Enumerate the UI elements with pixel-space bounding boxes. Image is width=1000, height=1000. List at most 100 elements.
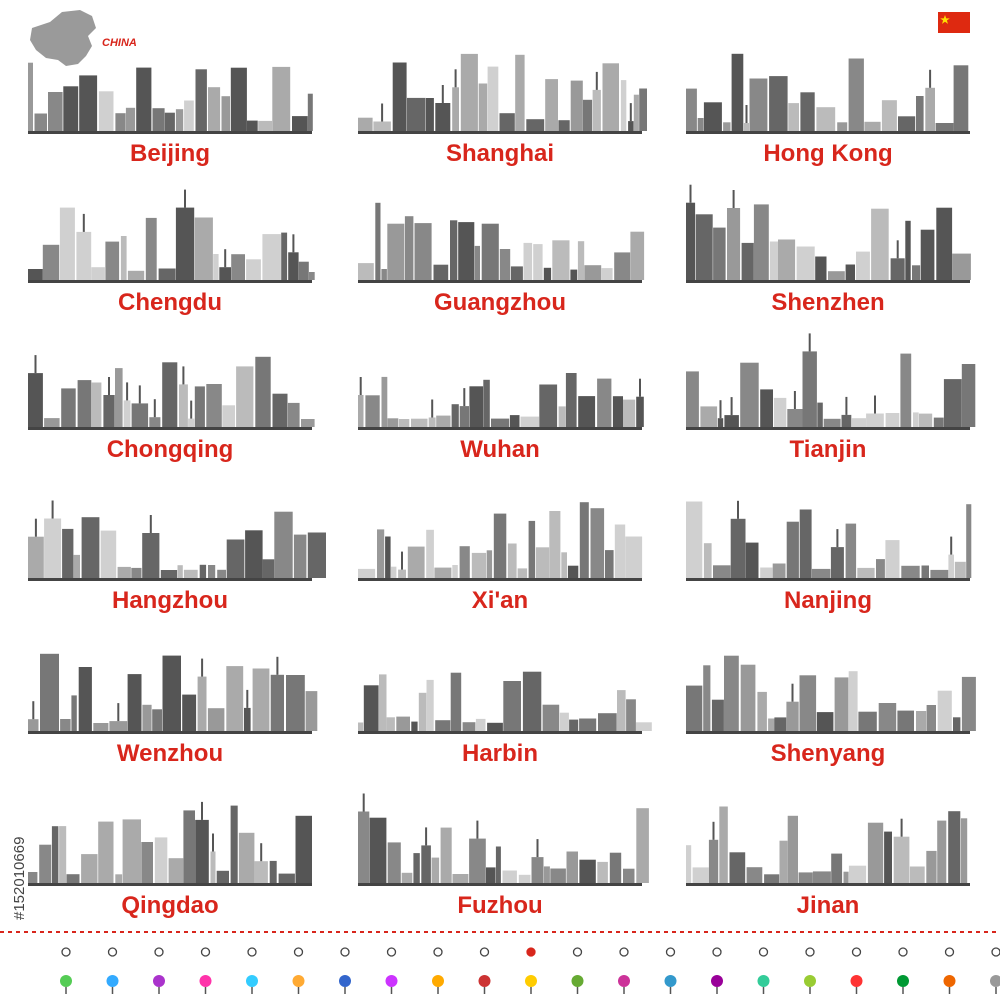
building bbox=[222, 405, 235, 427]
building bbox=[550, 868, 566, 883]
building bbox=[210, 851, 216, 883]
city-name: Qingdao bbox=[121, 892, 218, 919]
building bbox=[897, 710, 914, 731]
building bbox=[471, 552, 487, 578]
building bbox=[816, 712, 834, 731]
skyline bbox=[358, 671, 652, 734]
building bbox=[115, 368, 123, 427]
spire bbox=[34, 355, 37, 374]
country-label: CHINA bbox=[102, 37, 137, 49]
building bbox=[286, 675, 305, 731]
building bbox=[772, 563, 786, 578]
pin-head bbox=[106, 975, 119, 987]
building bbox=[937, 690, 952, 731]
building bbox=[164, 112, 175, 131]
building bbox=[719, 806, 728, 883]
icon bbox=[991, 947, 1000, 957]
building bbox=[713, 565, 731, 578]
building bbox=[184, 100, 194, 131]
spire bbox=[639, 378, 641, 397]
building bbox=[91, 382, 102, 427]
building bbox=[878, 703, 897, 731]
pin-head bbox=[943, 975, 956, 987]
building bbox=[626, 699, 636, 731]
building bbox=[177, 565, 183, 578]
building bbox=[686, 88, 697, 131]
building bbox=[526, 119, 545, 131]
spire bbox=[246, 689, 249, 708]
building bbox=[194, 217, 213, 280]
spire bbox=[900, 818, 903, 837]
spire bbox=[732, 190, 735, 208]
building bbox=[857, 567, 875, 578]
building bbox=[609, 852, 622, 883]
building bbox=[900, 353, 912, 427]
building bbox=[558, 406, 566, 427]
building bbox=[474, 245, 480, 280]
icon bbox=[433, 947, 443, 957]
spire bbox=[737, 500, 739, 519]
building bbox=[499, 249, 511, 280]
spire bbox=[808, 333, 811, 352]
building bbox=[77, 380, 92, 427]
building bbox=[411, 721, 418, 731]
building bbox=[401, 872, 413, 883]
spire bbox=[536, 839, 539, 858]
ground bbox=[358, 131, 642, 134]
building bbox=[136, 67, 152, 131]
building bbox=[724, 415, 739, 427]
building bbox=[841, 414, 852, 427]
ground bbox=[358, 731, 642, 734]
flag-field bbox=[938, 12, 970, 33]
building bbox=[760, 567, 773, 578]
building bbox=[460, 53, 478, 131]
building bbox=[926, 850, 937, 883]
flag-star bbox=[940, 15, 950, 24]
building bbox=[579, 859, 596, 883]
building bbox=[44, 518, 62, 578]
spire bbox=[476, 820, 479, 839]
building bbox=[812, 871, 831, 883]
building bbox=[217, 569, 226, 578]
spire bbox=[431, 399, 434, 418]
building bbox=[247, 120, 258, 131]
watermark-id: #152010669 bbox=[11, 837, 28, 920]
building bbox=[426, 98, 434, 131]
building bbox=[387, 223, 405, 280]
building bbox=[890, 258, 905, 280]
building bbox=[123, 400, 131, 427]
building bbox=[936, 207, 953, 280]
building bbox=[625, 536, 643, 578]
building bbox=[602, 63, 619, 131]
building bbox=[811, 568, 831, 578]
building bbox=[436, 415, 451, 427]
building bbox=[749, 78, 768, 131]
ground bbox=[686, 883, 970, 886]
building bbox=[160, 570, 178, 578]
building bbox=[510, 266, 523, 280]
skyline bbox=[28, 653, 318, 734]
building bbox=[81, 517, 100, 578]
icon bbox=[758, 947, 769, 957]
building bbox=[831, 853, 843, 883]
building bbox=[919, 413, 933, 427]
building bbox=[481, 223, 499, 280]
icon bbox=[572, 947, 583, 957]
building bbox=[28, 872, 38, 883]
building bbox=[103, 395, 115, 427]
building bbox=[905, 220, 911, 280]
city-labels: Beijing Shanghai Hong Kong Chengdu Guangzhou… bbox=[107, 140, 893, 919]
spire bbox=[201, 658, 204, 677]
building bbox=[871, 208, 889, 280]
city-name: Harbin bbox=[462, 740, 538, 767]
building bbox=[387, 418, 399, 427]
building bbox=[426, 679, 434, 731]
skyline bbox=[28, 189, 315, 283]
building bbox=[469, 386, 484, 427]
building bbox=[543, 267, 552, 280]
icon bbox=[247, 947, 257, 957]
building bbox=[413, 853, 420, 883]
building bbox=[272, 66, 291, 131]
